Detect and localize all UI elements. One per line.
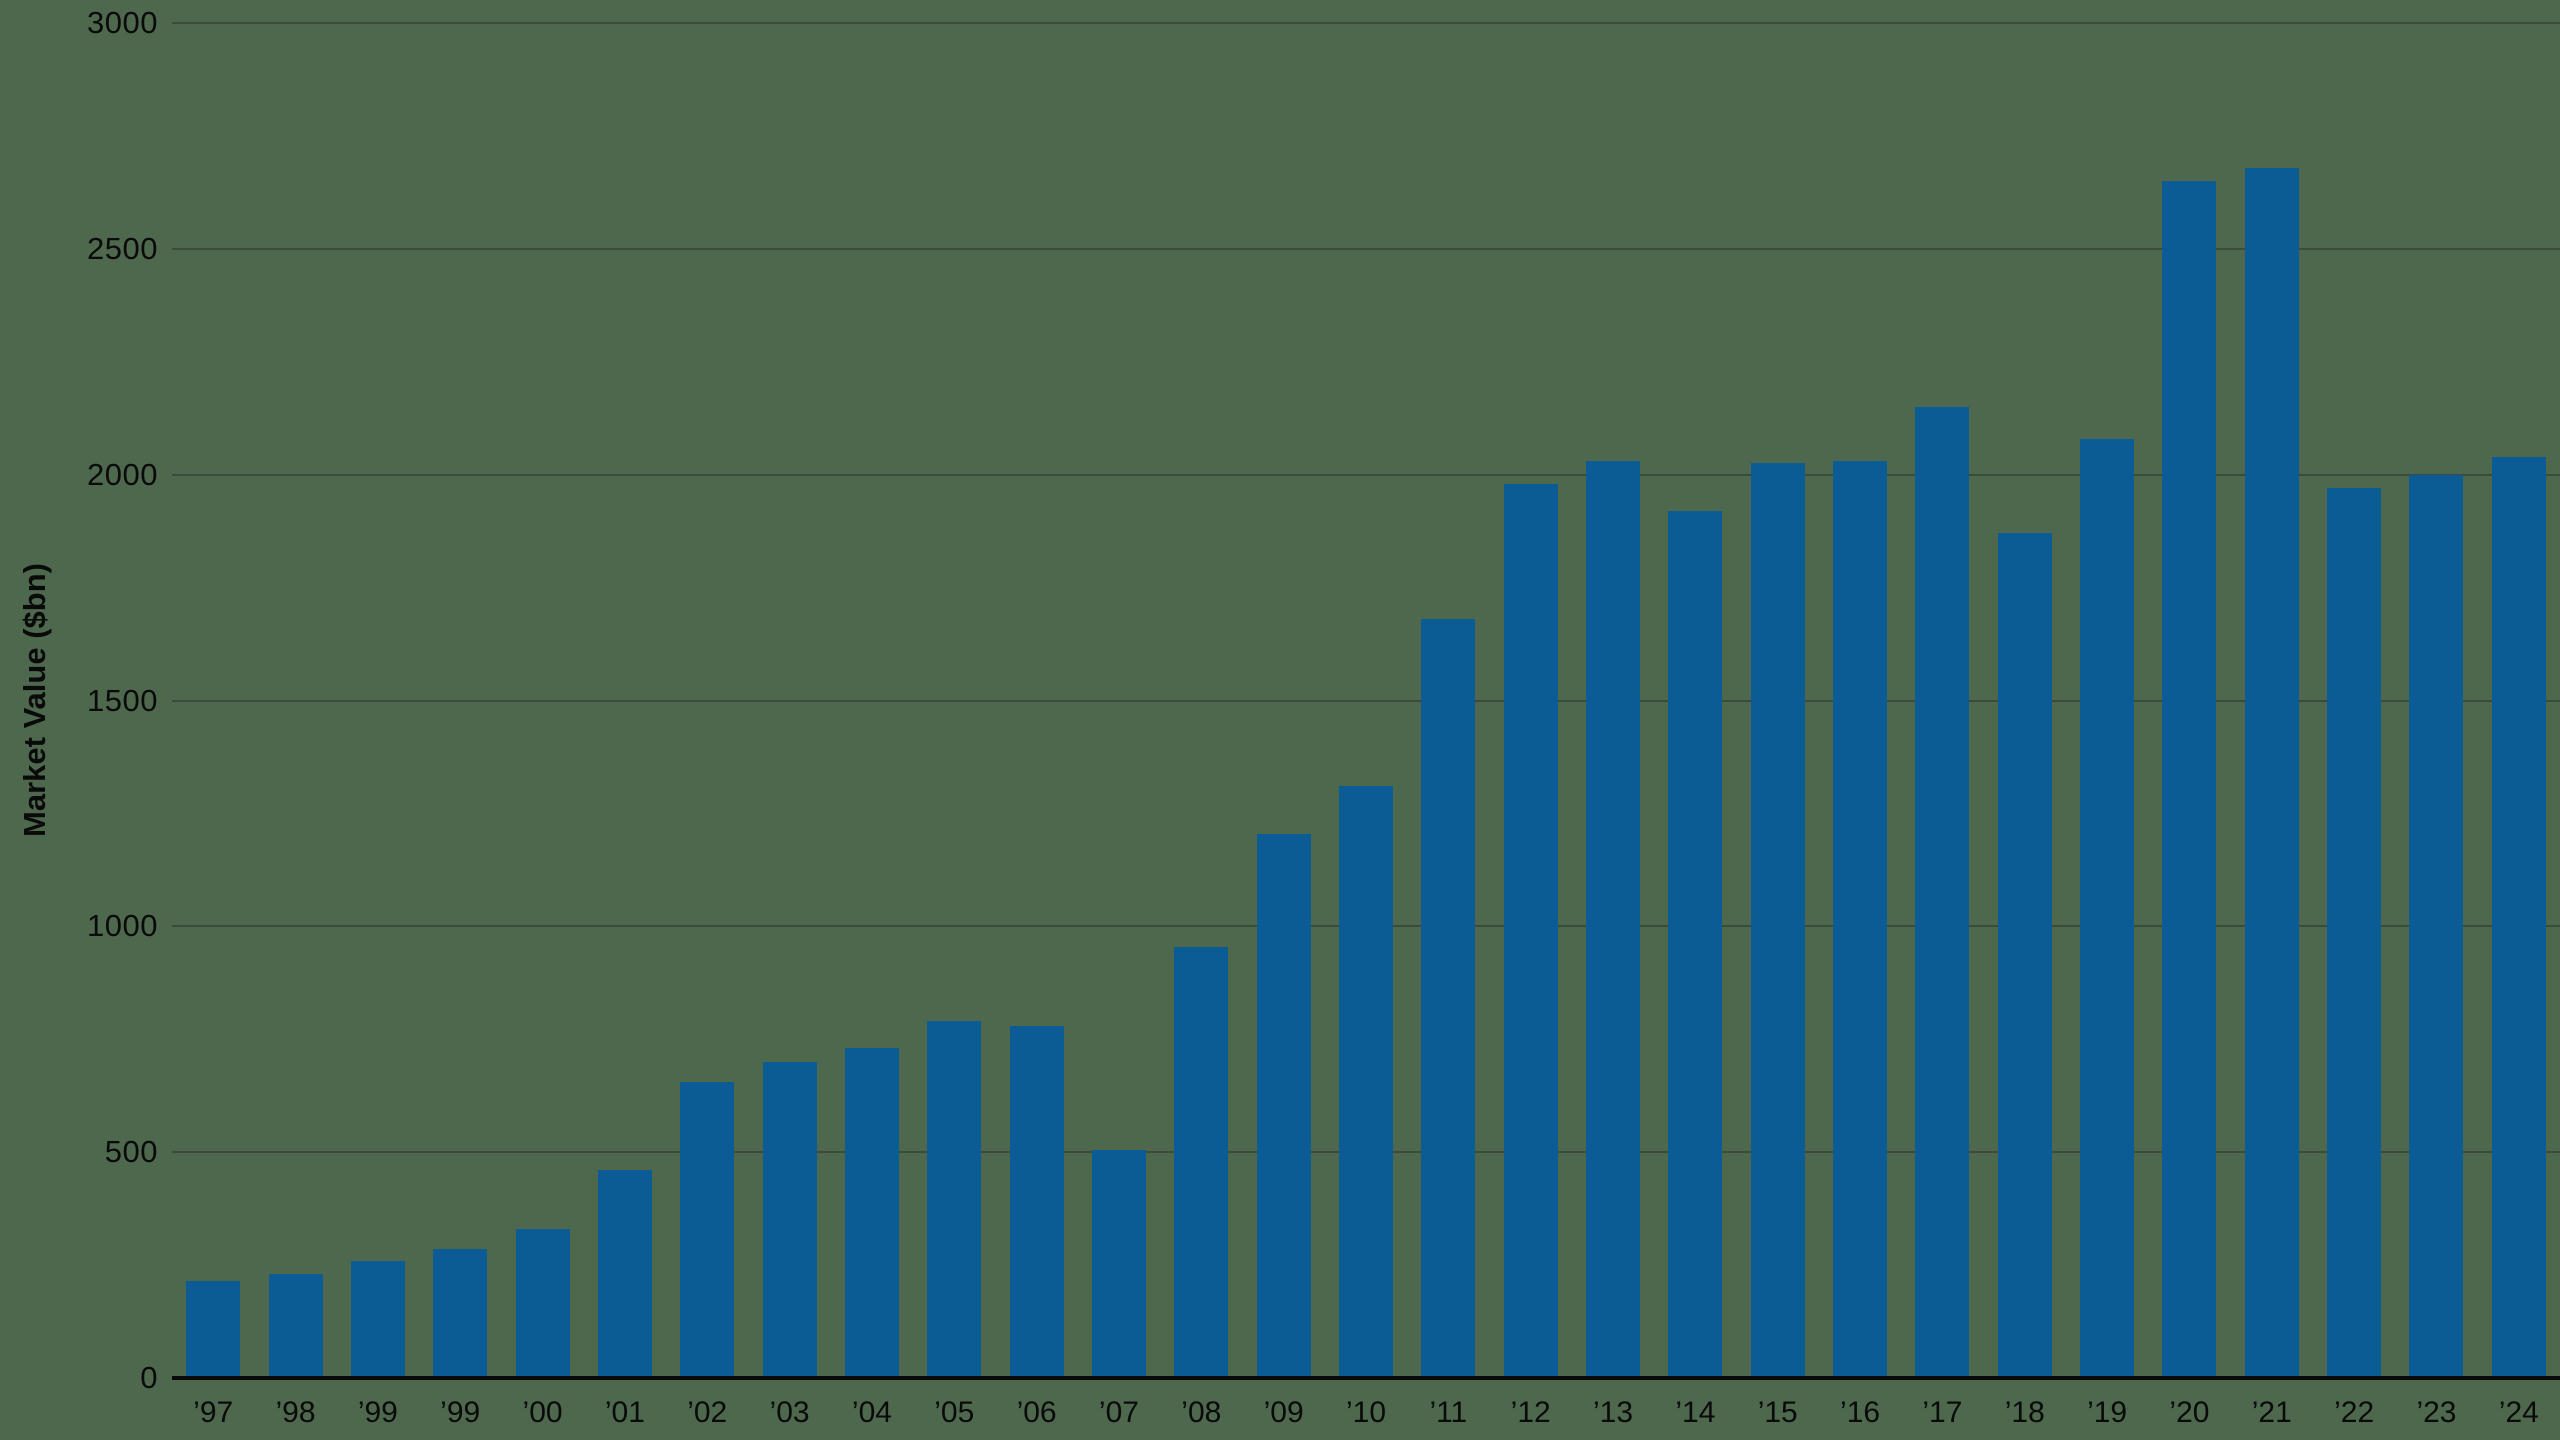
gridline xyxy=(172,473,2560,476)
x-tick-label: ’18 xyxy=(2004,1396,2045,1429)
bar xyxy=(2327,488,2382,1378)
bar xyxy=(1997,533,2052,1378)
x-tick-label: ’23 xyxy=(2416,1396,2457,1429)
bar xyxy=(762,1061,817,1378)
y-tick-label: 2000 xyxy=(87,456,158,492)
bar xyxy=(1915,406,1970,1378)
y-tick-label: 500 xyxy=(104,1134,158,1170)
x-tick-label: ’04 xyxy=(851,1396,892,1429)
gridline xyxy=(172,22,2560,24)
gridline xyxy=(172,699,2560,702)
x-tick-label: ’07 xyxy=(1098,1396,1139,1429)
x-tick-label: ’99 xyxy=(440,1396,481,1429)
x-tick-label: ’15 xyxy=(1757,1396,1798,1429)
x-tick-label: ’24 xyxy=(2498,1396,2539,1429)
bar xyxy=(350,1260,405,1378)
x-tick-label: ’20 xyxy=(2169,1396,2210,1429)
gridline xyxy=(172,247,2560,250)
bar xyxy=(844,1048,899,1378)
x-tick-label: ’17 xyxy=(1922,1396,1963,1429)
x-tick-label: ’12 xyxy=(1510,1396,1551,1429)
x-axis-line xyxy=(172,1376,2560,1380)
bar xyxy=(1668,510,1723,1378)
x-tick-label: ’02 xyxy=(687,1396,728,1429)
bar xyxy=(1256,833,1311,1378)
bar xyxy=(2409,474,2464,1378)
bar xyxy=(2080,438,2135,1378)
x-tick-label: ’03 xyxy=(769,1396,810,1429)
bar xyxy=(186,1280,241,1378)
bar xyxy=(268,1274,323,1378)
x-tick-label: ’10 xyxy=(1345,1396,1387,1429)
bar xyxy=(1091,1149,1146,1378)
x-tick-label: ’05 xyxy=(934,1396,975,1429)
bar xyxy=(680,1082,735,1378)
bar xyxy=(1174,946,1229,1378)
x-tick-label: ’21 xyxy=(2251,1396,2292,1429)
x-tick-label: ’01 xyxy=(604,1396,645,1429)
bar xyxy=(515,1228,570,1378)
x-tick-label: ’06 xyxy=(1016,1396,1057,1429)
bar xyxy=(1833,461,1888,1378)
bar xyxy=(597,1170,652,1378)
y-tick-label: 1500 xyxy=(87,682,158,718)
x-tick-label: ’16 xyxy=(1840,1396,1881,1429)
bar xyxy=(1009,1025,1064,1378)
x-tick-label: ’22 xyxy=(2334,1396,2375,1429)
x-tick-label: ’98 xyxy=(275,1396,316,1429)
x-tick-label: ’13 xyxy=(1593,1396,1634,1429)
bar xyxy=(1750,463,1805,1378)
y-tick-label: 1000 xyxy=(87,908,158,944)
bar xyxy=(2244,167,2299,1378)
bar xyxy=(927,1021,982,1378)
plot-area xyxy=(172,22,2560,1380)
bar xyxy=(1421,619,1476,1378)
bar xyxy=(2491,456,2546,1378)
x-tick-label: ’97 xyxy=(193,1396,234,1429)
x-tick-label: ’00 xyxy=(522,1396,563,1429)
bar xyxy=(1503,483,1558,1378)
bar xyxy=(2162,181,2217,1378)
bar xyxy=(1586,461,1641,1378)
x-tick-label: ’08 xyxy=(1181,1396,1222,1429)
bar xyxy=(433,1249,488,1378)
bar xyxy=(1339,786,1393,1378)
y-tick-label: 2500 xyxy=(87,230,158,266)
x-tick-label: ’14 xyxy=(1675,1396,1716,1429)
y-tick-label: 3000 xyxy=(87,5,158,40)
y-tick-label: 0 xyxy=(140,1360,158,1395)
x-tick-label: ’99 xyxy=(357,1396,398,1429)
x-tick-label: ’11 xyxy=(1429,1396,1468,1429)
x-tick-label: ’19 xyxy=(2087,1396,2128,1429)
x-tick-label: ’09 xyxy=(1263,1396,1304,1429)
